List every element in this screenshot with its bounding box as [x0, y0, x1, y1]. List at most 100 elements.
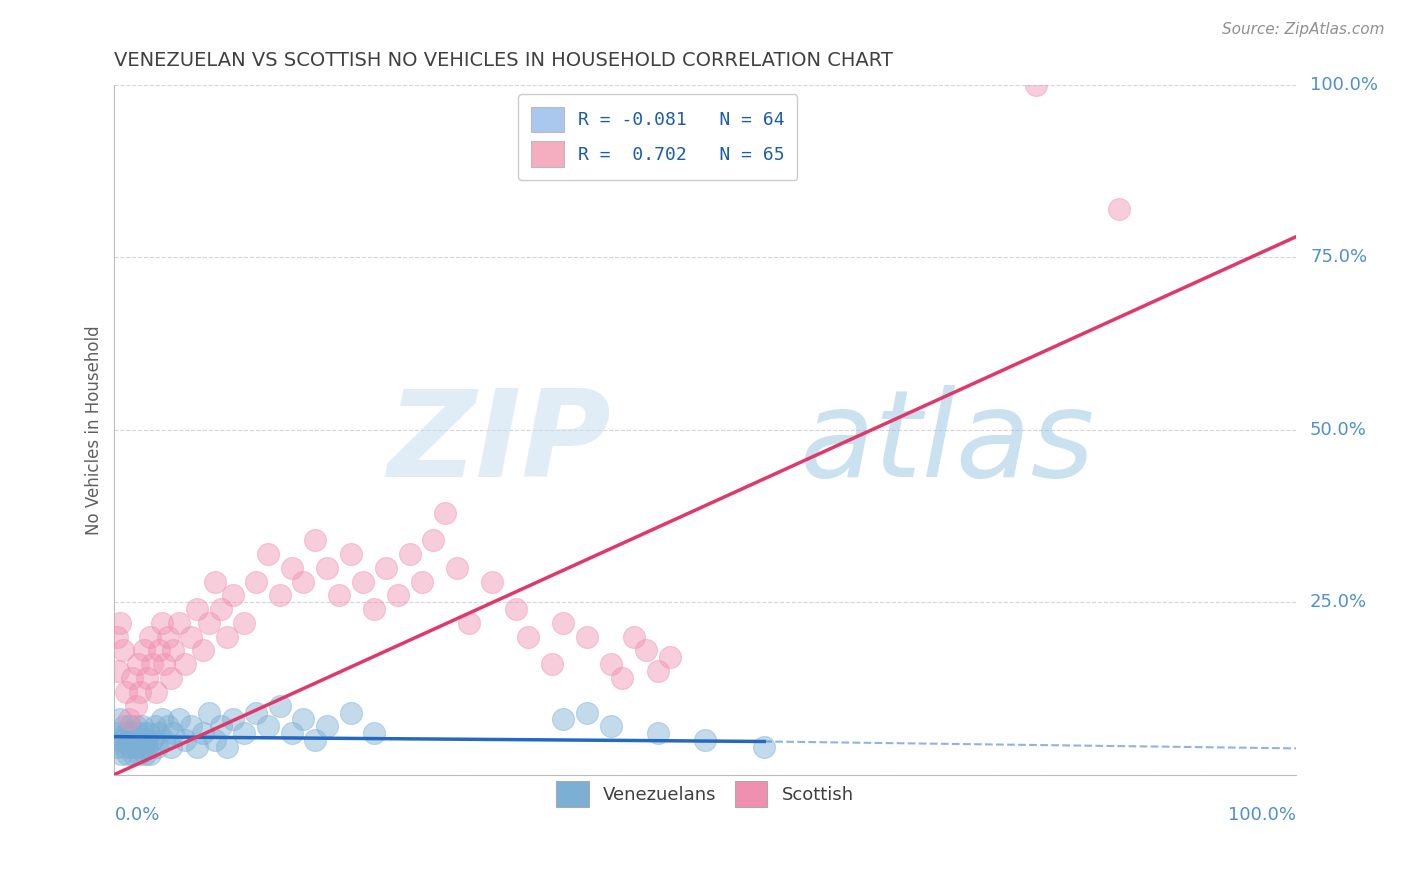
- Point: [107, 664, 129, 678]
- Point: [160, 671, 183, 685]
- Point: [148, 726, 170, 740]
- Point: [169, 615, 191, 630]
- Point: [128, 747, 150, 761]
- Point: [138, 726, 160, 740]
- Point: [136, 739, 159, 754]
- Point: [612, 671, 634, 685]
- Point: [304, 533, 326, 548]
- Point: [754, 739, 776, 754]
- Point: [156, 630, 179, 644]
- Text: Source: ZipAtlas.com: Source: ZipAtlas.com: [1222, 22, 1385, 37]
- Point: [204, 574, 226, 589]
- Point: [132, 643, 155, 657]
- Point: [169, 713, 191, 727]
- Point: [215, 739, 238, 754]
- Point: [135, 733, 157, 747]
- Point: [129, 733, 152, 747]
- Point: [111, 643, 134, 657]
- Point: [136, 671, 159, 685]
- Point: [134, 747, 156, 761]
- Point: [363, 602, 385, 616]
- Text: ZIP: ZIP: [387, 385, 610, 502]
- Text: 100.0%: 100.0%: [1227, 805, 1296, 823]
- Text: atlas: atlas: [800, 385, 1095, 502]
- Point: [141, 657, 163, 672]
- Point: [316, 560, 339, 574]
- Point: [191, 643, 214, 657]
- Point: [174, 657, 197, 672]
- Point: [269, 698, 291, 713]
- Point: [1108, 202, 1130, 217]
- Point: [198, 706, 221, 720]
- Point: [245, 706, 267, 720]
- Point: [575, 706, 598, 720]
- Point: [339, 547, 361, 561]
- Point: [457, 615, 479, 630]
- Point: [141, 733, 163, 747]
- Point: [209, 602, 232, 616]
- Text: 100.0%: 100.0%: [1310, 76, 1378, 95]
- Point: [114, 739, 136, 754]
- Point: [553, 615, 575, 630]
- Point: [540, 657, 562, 672]
- Point: [124, 733, 146, 747]
- Point: [505, 602, 527, 616]
- Point: [363, 726, 385, 740]
- Point: [121, 726, 143, 740]
- Point: [316, 719, 339, 733]
- Point: [115, 685, 138, 699]
- Point: [339, 706, 361, 720]
- Point: [174, 733, 197, 747]
- Point: [124, 719, 146, 733]
- Point: [162, 726, 184, 740]
- Point: [221, 588, 243, 602]
- Point: [304, 733, 326, 747]
- Point: [434, 506, 457, 520]
- Point: [375, 560, 398, 574]
- Point: [153, 657, 176, 672]
- Point: [599, 657, 621, 672]
- Point: [132, 726, 155, 740]
- Point: [636, 643, 658, 657]
- Point: [280, 726, 302, 740]
- Point: [143, 719, 166, 733]
- Point: [204, 733, 226, 747]
- Point: [111, 733, 134, 747]
- Point: [215, 630, 238, 644]
- Point: [481, 574, 503, 589]
- Point: [112, 719, 135, 733]
- Point: [1025, 78, 1047, 92]
- Point: [191, 726, 214, 740]
- Point: [647, 726, 669, 740]
- Point: [387, 588, 409, 602]
- Point: [257, 719, 280, 733]
- Point: [599, 719, 621, 733]
- Point: [198, 615, 221, 630]
- Point: [180, 719, 202, 733]
- Point: [117, 747, 139, 761]
- Y-axis label: No Vehicles in Household: No Vehicles in Household: [86, 325, 103, 534]
- Point: [145, 685, 167, 699]
- Point: [148, 643, 170, 657]
- Point: [186, 739, 208, 754]
- Point: [139, 747, 162, 761]
- Point: [150, 615, 173, 630]
- Point: [221, 713, 243, 727]
- Point: [186, 602, 208, 616]
- Point: [110, 615, 132, 630]
- Point: [105, 739, 128, 754]
- Legend: Venezuelans, Scottish: Venezuelans, Scottish: [550, 774, 860, 814]
- Point: [446, 560, 468, 574]
- Point: [209, 719, 232, 733]
- Point: [695, 733, 717, 747]
- Point: [146, 739, 169, 754]
- Text: 0.0%: 0.0%: [114, 805, 160, 823]
- Point: [117, 733, 139, 747]
- Point: [107, 726, 129, 740]
- Point: [162, 643, 184, 657]
- Point: [153, 733, 176, 747]
- Point: [117, 713, 139, 727]
- Point: [280, 560, 302, 574]
- Point: [132, 739, 155, 754]
- Point: [553, 713, 575, 727]
